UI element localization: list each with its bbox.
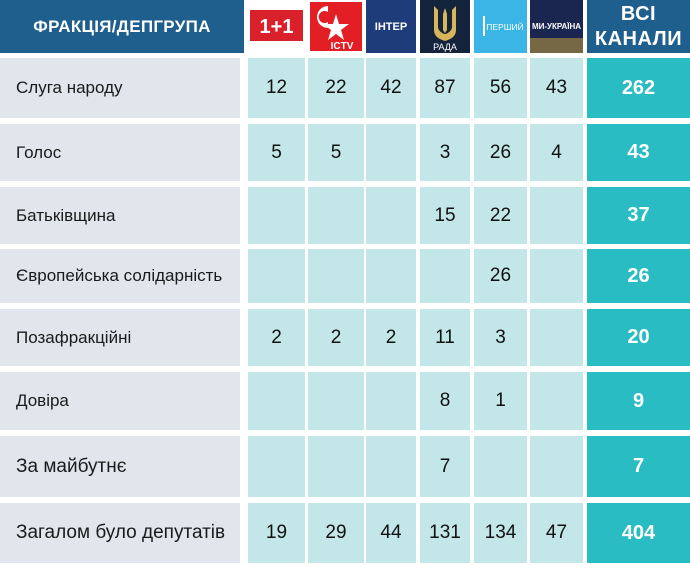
count-cell: 5	[248, 124, 305, 181]
total-cell: 26	[587, 249, 690, 303]
faction-label: За майбутнє	[0, 436, 240, 497]
count-cell: 43	[530, 58, 583, 118]
all-channels-header-line2: КАНАЛИ	[594, 27, 683, 50]
faction-label: Батьківщина	[0, 187, 240, 244]
count-cell: 44	[366, 503, 416, 563]
count-cell: 56	[474, 58, 527, 118]
count-cell	[248, 249, 305, 303]
faction-label: Голос	[0, 124, 240, 181]
total-cell: 404	[587, 503, 690, 563]
count-cell: 3	[474, 309, 527, 366]
count-cell	[474, 436, 527, 497]
count-cell	[366, 187, 416, 244]
pershyi-logo-icon: ПЕРШИЙ	[474, 0, 527, 53]
count-cell: 12	[248, 58, 305, 118]
count-cell	[530, 249, 583, 303]
count-cell	[248, 372, 305, 430]
count-cell: 15	[420, 187, 470, 244]
faction-column-header-text: ФРАКЦІЯ/ДЕПГРУПА	[33, 16, 211, 36]
count-cell: 4	[530, 124, 583, 181]
total-cell: 43	[587, 124, 690, 181]
rada-logo-icon: РАДА	[420, 0, 470, 53]
one-plus-one-logo-icon: 1+1	[248, 0, 305, 53]
count-cell: 11	[420, 309, 470, 366]
total-cell: 37	[587, 187, 690, 244]
count-cell	[530, 187, 583, 244]
ictv-logo-text: ICTV	[331, 41, 354, 52]
count-cell	[366, 436, 416, 497]
count-cell: 22	[474, 187, 527, 244]
count-cell: 3	[420, 124, 470, 181]
count-cell	[366, 249, 416, 303]
faction-label: Європейська солідарність	[0, 249, 240, 303]
count-cell	[530, 309, 583, 366]
total-cell: 9	[587, 372, 690, 430]
count-cell: 8	[420, 372, 470, 430]
count-cell: 131	[420, 503, 470, 563]
count-cell	[248, 436, 305, 497]
count-cell: 26	[474, 124, 527, 181]
count-cell	[248, 187, 305, 244]
faction-label: Довіра	[0, 372, 240, 430]
faction-label: Слуга народу	[0, 58, 240, 118]
faction-label: Позафракційні	[0, 309, 240, 366]
my-ukraina-logo-icon: МИ-УКРАЇНА	[530, 0, 583, 53]
count-cell	[308, 249, 364, 303]
count-cell	[308, 372, 364, 430]
total-cell: 7	[587, 436, 690, 497]
all-channels-column-header: ВСІ КАНАЛИ	[587, 0, 690, 53]
count-cell: 87	[420, 58, 470, 118]
count-cell: 42	[366, 58, 416, 118]
inter-logo-icon: ІНТЕР	[366, 0, 416, 53]
count-cell	[366, 124, 416, 181]
count-cell	[308, 436, 364, 497]
count-cell: 29	[308, 503, 364, 563]
count-cell: 22	[308, 58, 364, 118]
total-cell: 262	[587, 58, 690, 118]
count-cell	[420, 249, 470, 303]
count-cell	[366, 372, 416, 430]
count-cell: 26	[474, 249, 527, 303]
count-cell	[530, 372, 583, 430]
all-channels-header-line1: ВСІ	[620, 2, 657, 25]
count-cell: 134	[474, 503, 527, 563]
faction-column-header: ФРАКЦІЯ/ДЕПГРУПА	[0, 0, 244, 53]
rada-logo-text: РАДА	[433, 42, 457, 52]
count-cell: 1	[474, 372, 527, 430]
count-cell: 47	[530, 503, 583, 563]
count-cell	[308, 187, 364, 244]
total-cell: 20	[587, 309, 690, 366]
ictv-logo-icon: ICTV	[308, 0, 364, 53]
count-cell: 2	[308, 309, 364, 366]
count-cell: 5	[308, 124, 364, 181]
my-ukraina-logo-text: МИ-УКРАЇНА	[532, 22, 581, 31]
count-cell: 7	[420, 436, 470, 497]
faction-label: Загалом було депутатів	[0, 503, 240, 563]
one-plus-one-logo-text: 1+1	[260, 16, 294, 38]
count-cell: 2	[248, 309, 305, 366]
inter-logo-text: ІНТЕР	[375, 21, 407, 33]
count-cell: 2	[366, 309, 416, 366]
count-cell: 19	[248, 503, 305, 563]
pershyi-logo-text: ПЕРШИЙ	[486, 21, 523, 32]
count-cell	[530, 436, 583, 497]
